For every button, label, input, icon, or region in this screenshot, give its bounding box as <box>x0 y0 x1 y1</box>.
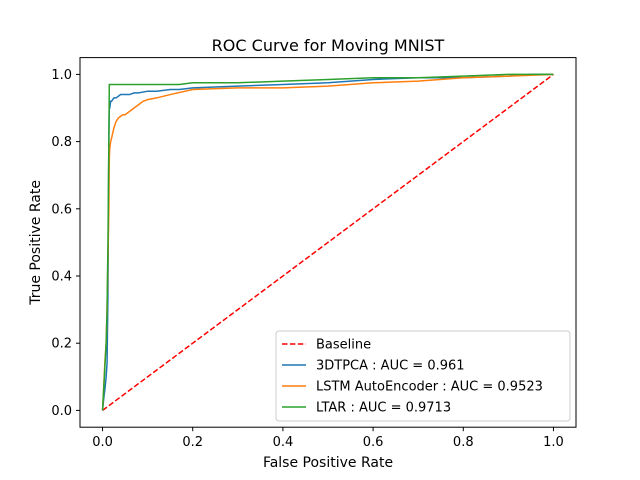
x-tick-label: 0.2 <box>182 435 203 450</box>
series-line-0 <box>102 73 554 412</box>
series-line-3 <box>101 73 554 411</box>
y-tick-label: 0.6 <box>51 202 72 217</box>
y-axis-label: True Positive Rate <box>28 180 44 306</box>
legend-box <box>275 330 571 422</box>
legend-label-3: LTAR : AUC = 0.9713 <box>316 401 451 416</box>
plot-frame <box>79 57 577 428</box>
y-tick-label: 0.8 <box>51 135 72 150</box>
y-tick-label: 0.0 <box>51 404 72 419</box>
x-tick-label: 0.4 <box>273 435 294 450</box>
legend: Baseline 3DTPCA : AUC = 0.961 LSTM AutoEnc… <box>275 330 571 422</box>
chart-title: ROC Curve for Moving MNIST <box>212 36 445 55</box>
x-axis-ticks: 0.0 0.2 0.4 0.6 0.8 1.0 <box>92 427 564 450</box>
plot-lines <box>101 73 554 412</box>
x-tick-label: 0.8 <box>453 435 474 450</box>
legend-label-2: LSTM AutoEncoder : AUC = 0.9523 <box>316 380 543 395</box>
legend-label-1: 3DTPCA : AUC = 0.961 <box>316 359 465 374</box>
legend-label-0: Baseline <box>316 338 371 353</box>
y-tick-label: 0.4 <box>51 270 72 285</box>
y-tick-label: 1.0 <box>51 68 72 83</box>
x-tick-label: 0.6 <box>363 435 384 450</box>
x-axis-label: False Positive Rate <box>263 455 393 471</box>
y-axis-ticks: 0.0 0.2 0.4 0.6 0.8 1.0 <box>51 68 80 419</box>
x-tick-label: 0.0 <box>92 435 113 450</box>
y-tick-label: 0.2 <box>51 337 72 352</box>
x-tick-label: 1.0 <box>543 435 564 450</box>
